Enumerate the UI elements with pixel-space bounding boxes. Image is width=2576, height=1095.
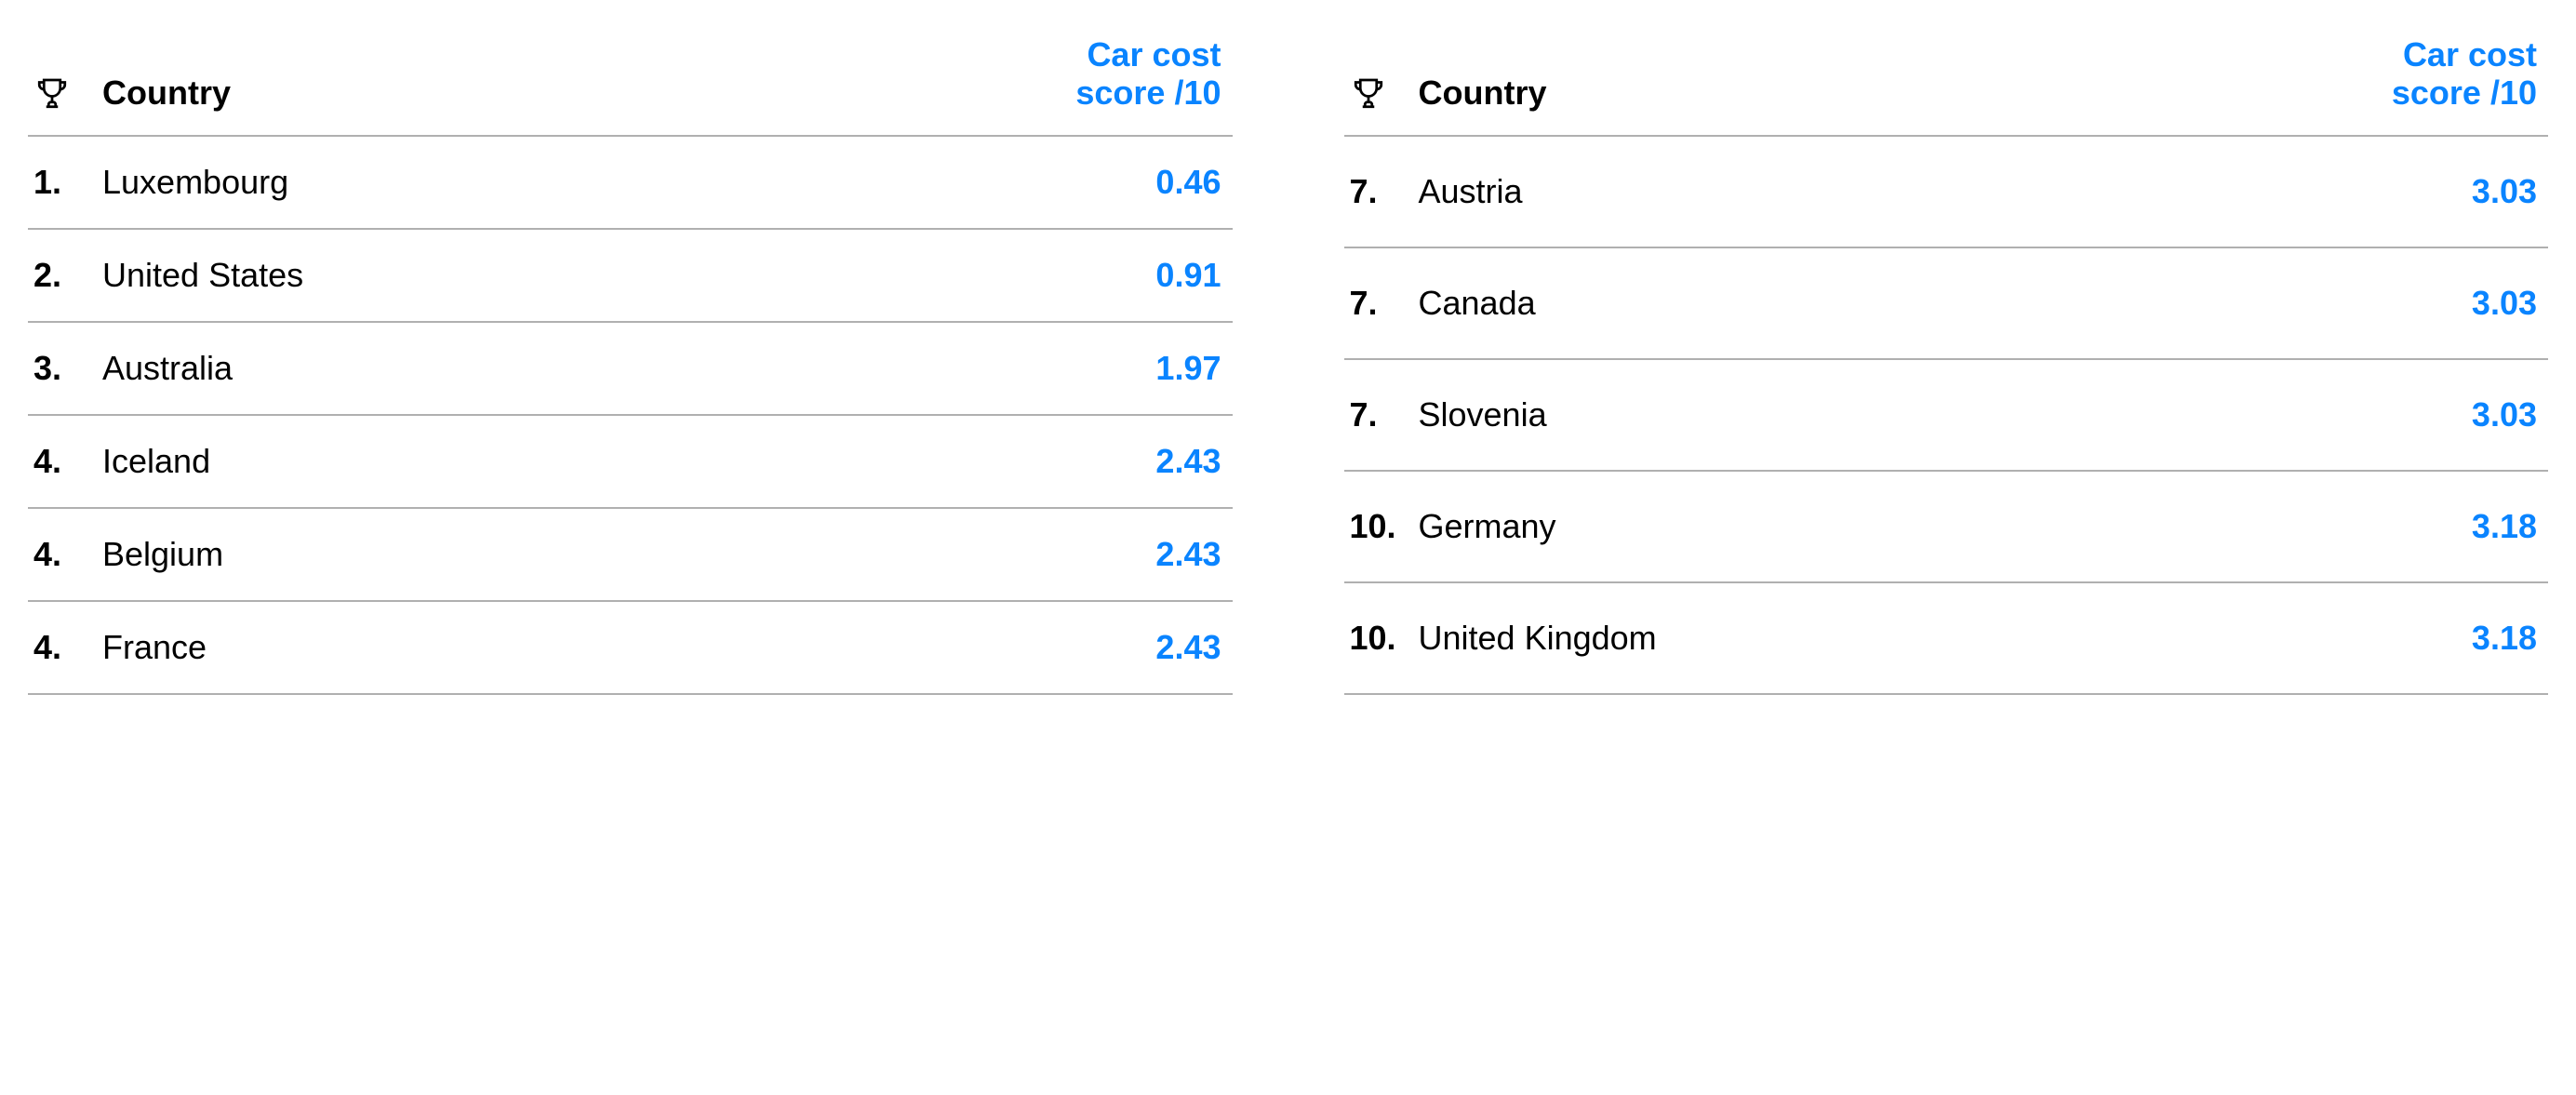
score-cell: 2.43 [742,415,1233,508]
header-score-line1: Car cost [2403,35,2537,73]
tables-container: Country Car cost score /10 1. Luxembourg… [28,19,2548,695]
rank-cell: 10. [1344,582,1409,694]
left-rank-table: Country Car cost score /10 1. Luxembourg… [28,19,1233,695]
country-cell: Iceland [93,415,742,508]
rank-cell: 4. [28,508,93,601]
table-row: 7. Slovenia 3.03 [1344,359,2549,471]
table-row: 7. Austria 3.03 [1344,136,2549,247]
header-score-line2: score /10 [2392,73,2537,112]
score-cell: 2.43 [742,508,1233,601]
rank-cell: 2. [28,229,93,322]
country-cell: Germany [1409,471,2102,582]
score-cell: 3.03 [2102,247,2548,359]
rank-cell: 7. [1344,247,1409,359]
rank-cell: 7. [1344,359,1409,471]
country-cell: Belgium [93,508,742,601]
trophy-icon [33,75,71,113]
table-header-row: Country Car cost score /10 [1344,19,2549,136]
table-row: 10. United Kingdom 3.18 [1344,582,2549,694]
table-row: 2. United States 0.91 [28,229,1233,322]
right-rank-table: Country Car cost score /10 7. Austria 3.… [1344,19,2549,695]
header-score: Car cost score /10 [742,19,1233,136]
rank-cell: 4. [28,415,93,508]
header-score-line1: Car cost [1087,35,1221,73]
country-cell: Canada [1409,247,2102,359]
header-trophy [1344,19,1409,136]
header-country: Country [93,19,742,136]
header-score-line2: score /10 [1075,73,1221,112]
score-cell: 0.46 [742,136,1233,229]
rank-cell: 1. [28,136,93,229]
country-cell: Australia [93,322,742,415]
rank-cell: 3. [28,322,93,415]
trophy-icon [1350,75,1387,113]
table-row: 4. Iceland 2.43 [28,415,1233,508]
table-row: 4. France 2.43 [28,601,1233,694]
country-cell: France [93,601,742,694]
rank-cell: 4. [28,601,93,694]
score-cell: 3.03 [2102,136,2548,247]
country-cell: United States [93,229,742,322]
country-cell: Luxembourg [93,136,742,229]
table-row: 4. Belgium 2.43 [28,508,1233,601]
country-cell: Slovenia [1409,359,2102,471]
score-cell: 0.91 [742,229,1233,322]
score-cell: 2.43 [742,601,1233,694]
rank-cell: 10. [1344,471,1409,582]
header-score: Car cost score /10 [2102,19,2548,136]
header-trophy [28,19,93,136]
rank-cell: 7. [1344,136,1409,247]
score-cell: 3.18 [2102,471,2548,582]
table-row: 10. Germany 3.18 [1344,471,2549,582]
score-cell: 1.97 [742,322,1233,415]
header-country: Country [1409,19,2102,136]
country-cell: Austria [1409,136,2102,247]
table-row: 7. Canada 3.03 [1344,247,2549,359]
score-cell: 3.03 [2102,359,2548,471]
table-header-row: Country Car cost score /10 [28,19,1233,136]
table-row: 1. Luxembourg 0.46 [28,136,1233,229]
country-cell: United Kingdom [1409,582,2102,694]
score-cell: 3.18 [2102,582,2548,694]
table-row: 3. Australia 1.97 [28,322,1233,415]
